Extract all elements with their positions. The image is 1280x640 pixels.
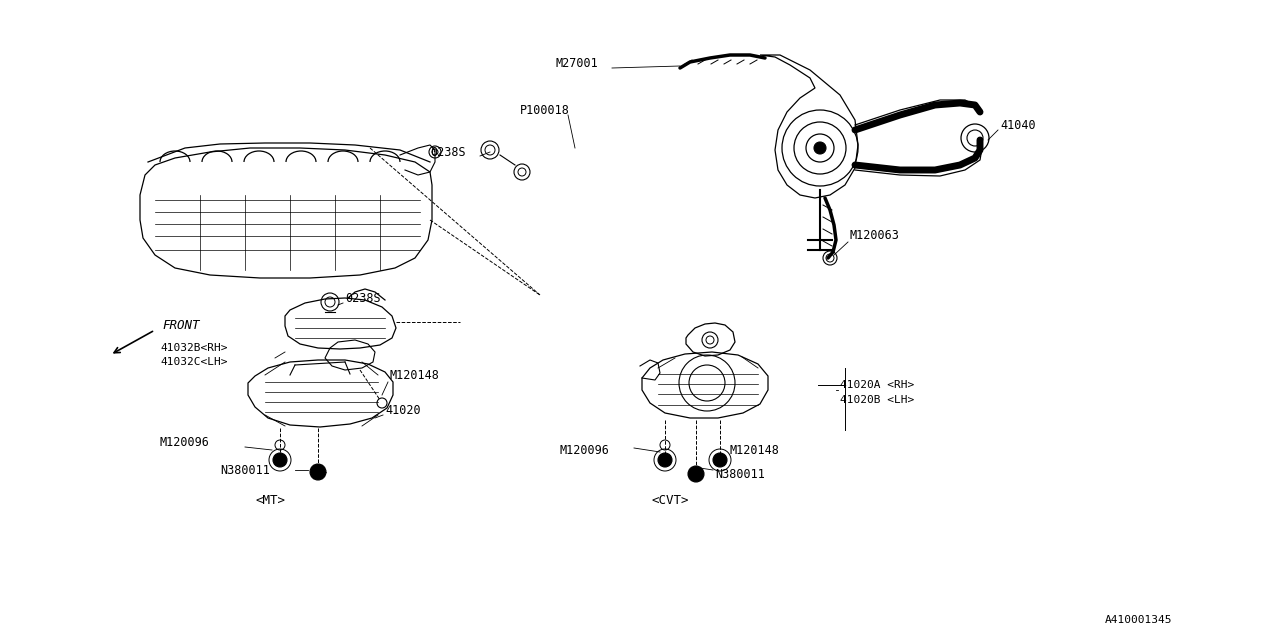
Text: <MT>: <MT>: [255, 493, 285, 506]
Circle shape: [273, 453, 287, 467]
Text: A410001345: A410001345: [1105, 615, 1172, 625]
Text: M27001: M27001: [556, 56, 598, 70]
Circle shape: [814, 142, 826, 154]
Text: M120063: M120063: [850, 228, 900, 241]
Text: M120096: M120096: [561, 444, 609, 456]
Text: 41020A <RH>: 41020A <RH>: [840, 380, 914, 390]
Text: M120148: M120148: [390, 369, 440, 381]
Text: FRONT: FRONT: [163, 319, 200, 332]
Text: N380011: N380011: [220, 463, 270, 477]
Text: 41020: 41020: [385, 403, 421, 417]
Text: 0238S: 0238S: [430, 145, 466, 159]
Text: <CVT>: <CVT>: [652, 493, 689, 506]
Text: M120148: M120148: [730, 444, 780, 456]
Circle shape: [689, 466, 704, 482]
Text: M120096: M120096: [160, 436, 210, 449]
Text: 41032B<RH>: 41032B<RH>: [160, 343, 228, 353]
Text: P100018: P100018: [520, 104, 570, 116]
Text: N380011: N380011: [716, 468, 765, 481]
Circle shape: [713, 453, 727, 467]
Circle shape: [310, 464, 326, 480]
Circle shape: [658, 453, 672, 467]
Text: 0238S: 0238S: [346, 291, 380, 305]
Text: 41032C<LH>: 41032C<LH>: [160, 357, 228, 367]
Text: 41020B <LH>: 41020B <LH>: [840, 395, 914, 405]
Text: 41040: 41040: [1000, 118, 1036, 131]
